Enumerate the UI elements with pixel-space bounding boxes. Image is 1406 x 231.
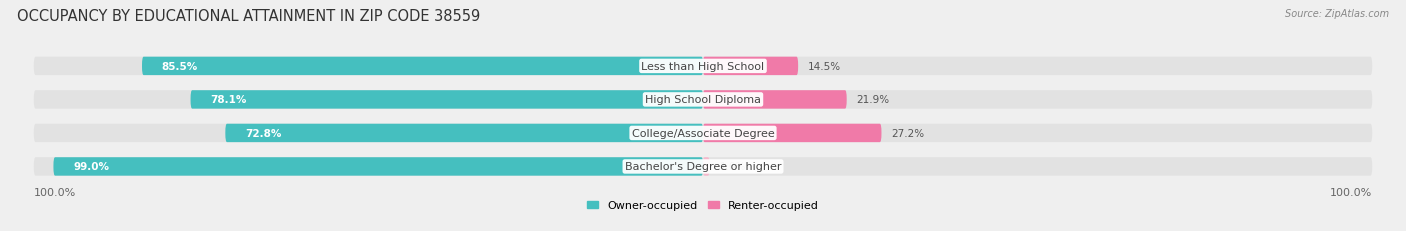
FancyBboxPatch shape [225,124,703,143]
Text: 72.8%: 72.8% [245,128,281,138]
Text: 99.0%: 99.0% [73,162,110,172]
FancyBboxPatch shape [703,91,846,109]
FancyBboxPatch shape [142,58,703,76]
Text: Less than High School: Less than High School [641,62,765,72]
Text: Bachelor's Degree or higher: Bachelor's Degree or higher [624,162,782,172]
Text: 100.0%: 100.0% [34,187,76,197]
FancyBboxPatch shape [703,158,710,176]
Text: Source: ZipAtlas.com: Source: ZipAtlas.com [1285,9,1389,19]
FancyBboxPatch shape [53,158,703,176]
Legend: Owner-occupied, Renter-occupied: Owner-occupied, Renter-occupied [586,201,820,210]
Text: High School Diploma: High School Diploma [645,95,761,105]
FancyBboxPatch shape [703,124,882,143]
Text: 27.2%: 27.2% [891,128,924,138]
FancyBboxPatch shape [703,58,799,76]
Text: 85.5%: 85.5% [162,62,198,72]
Text: 78.1%: 78.1% [211,95,246,105]
FancyBboxPatch shape [34,58,1372,76]
FancyBboxPatch shape [34,91,1372,109]
Text: 21.9%: 21.9% [856,95,890,105]
Text: College/Associate Degree: College/Associate Degree [631,128,775,138]
Text: OCCUPANCY BY EDUCATIONAL ATTAINMENT IN ZIP CODE 38559: OCCUPANCY BY EDUCATIONAL ATTAINMENT IN Z… [17,9,479,24]
Text: 1.0%: 1.0% [720,162,745,172]
FancyBboxPatch shape [34,158,1372,176]
FancyBboxPatch shape [34,124,1372,143]
FancyBboxPatch shape [191,91,703,109]
Text: 100.0%: 100.0% [1330,187,1372,197]
Text: 14.5%: 14.5% [808,62,841,72]
